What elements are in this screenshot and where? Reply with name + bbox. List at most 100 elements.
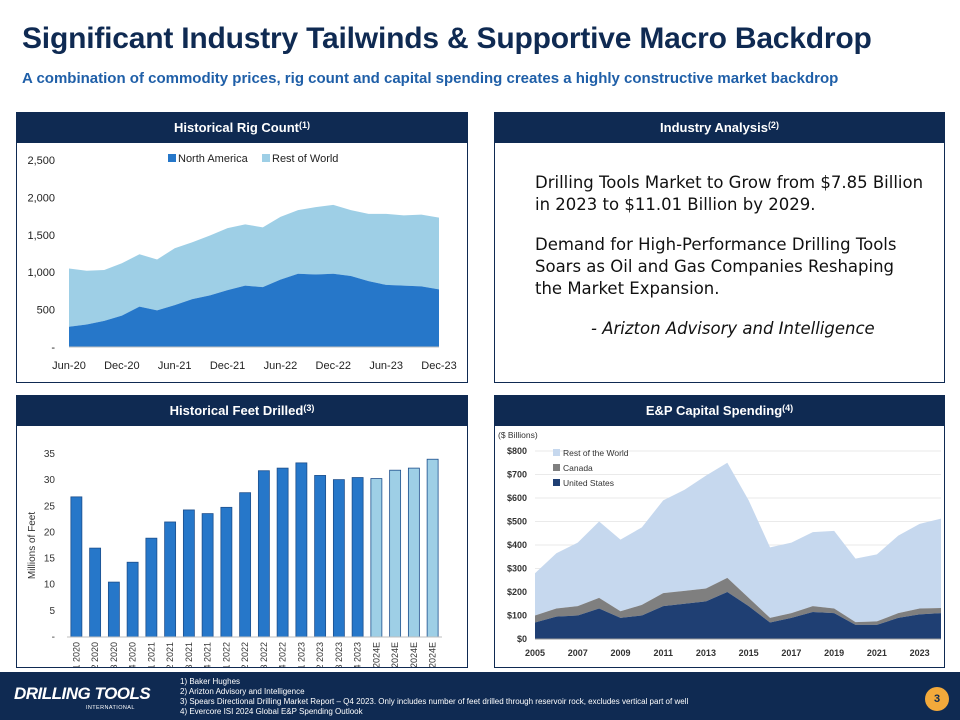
- footnote-1: 1) Baker Hughes: [180, 677, 241, 686]
- bar: [107, 581, 120, 638]
- y-tick-label: $300: [507, 564, 527, 574]
- footnote-2: 2) Arizton Advisory and Intelligence: [180, 687, 305, 696]
- x-tick-label: 2005: [525, 648, 545, 658]
- bar: [182, 509, 195, 638]
- series-rest-of-world-area: [69, 204, 439, 327]
- y-tick-label: $200: [507, 587, 527, 597]
- y-tick-label: 5: [49, 606, 55, 617]
- bar: [145, 537, 158, 638]
- x-tick-label: Dec-22: [316, 360, 351, 372]
- rig-count-footnote: (1): [298, 120, 310, 130]
- legend-label: United States: [563, 478, 614, 488]
- bar: [220, 506, 233, 638]
- x-tick-label: Dec-20: [104, 360, 139, 372]
- x-tick-label: Q4 2024E: [428, 642, 438, 667]
- y-tick-label: 35: [44, 449, 56, 460]
- bar: [351, 477, 364, 638]
- y-tick-label: 2,500: [27, 155, 55, 167]
- x-tick-label: Q1 2023: [296, 642, 306, 667]
- feet-drilled-footnote: (3): [303, 403, 315, 413]
- series-united-states-area: [535, 592, 941, 639]
- bar: [407, 467, 420, 638]
- y-tick-label: -: [51, 342, 55, 354]
- series-north-america-area: [69, 273, 439, 347]
- x-tick-label: Q2 2024E: [390, 642, 400, 667]
- x-tick-label: Q2 2020: [90, 642, 100, 667]
- y-tick-label: 500: [37, 305, 55, 317]
- x-tick-label: 2017: [781, 648, 801, 658]
- y-tick-label: $700: [507, 470, 527, 480]
- x-tick-label: 2007: [568, 648, 588, 658]
- x-tick-label: 2013: [696, 648, 716, 658]
- bar: [70, 496, 83, 638]
- series-rest-of-world-area: [535, 462, 941, 623]
- series-canada-area: [535, 577, 941, 625]
- market-growth-text: Drilling Tools Market to Grow from $7.85…: [535, 173, 924, 214]
- x-tick-label: 2011: [653, 648, 673, 658]
- bar: [295, 462, 308, 638]
- legend-swatch: [262, 154, 270, 162]
- bar: [201, 513, 214, 638]
- x-tick-label: Q4 2021: [203, 642, 213, 667]
- bar: [257, 470, 270, 638]
- x-tick-label: 2019: [824, 648, 844, 658]
- rig-count-chart: - 500 1,000 1,500 2,000 2,500 Jun-20 Dec-20 Jun-…: [27, 153, 456, 372]
- x-tick-label: Q1 2020: [71, 642, 81, 667]
- x-tick-label: Q2 2021: [165, 642, 175, 667]
- y-tick-label: 25: [44, 501, 56, 512]
- x-tick-label: Dec-21: [210, 360, 245, 372]
- x-tick-label: Q1 2022: [221, 642, 231, 667]
- y-tick-label: -: [52, 632, 55, 643]
- x-tick-label: 2015: [739, 648, 759, 658]
- capital-spending-chart: $0 $100 $200 $300 $400 $500 $600 $700 $800 2005 20…: [498, 430, 941, 658]
- page-subtitle: A combination of commodity prices, rig c…: [22, 70, 839, 87]
- x-tick-label: Q1 2021: [146, 642, 156, 667]
- capital-spending-heading-text: E&P Capital Spending: [645, 403, 783, 418]
- x-tick-label: 2009: [610, 648, 630, 658]
- bar: [239, 492, 252, 638]
- x-tick-label: Jun-22: [264, 360, 298, 372]
- x-tick-label: Q4 2023: [353, 642, 363, 667]
- x-tick-label: Jun-23: [369, 360, 403, 372]
- rig-count-panel: Historical Rig Count(1) - 500 1,000 1,500 2,…: [16, 112, 468, 383]
- x-tick-label: Q3 2024E: [409, 642, 419, 667]
- y-tick-label: 1,500: [27, 230, 55, 242]
- industry-quote: Drilling Tools Market to Grow from $7.85…: [535, 172, 925, 340]
- x-tick-label: Dec-23: [421, 360, 456, 372]
- bar: [370, 478, 383, 638]
- feet-drilled-panel: Historical Feet Drilled(3) Q1 2020 Q2 202…: [16, 395, 468, 668]
- y-tick-label: $400: [507, 540, 527, 550]
- y-tick-label: 10: [44, 580, 56, 591]
- y-tick-label: 15: [44, 554, 56, 565]
- y-tick-label: $0: [517, 634, 527, 644]
- bar: [164, 521, 177, 638]
- x-tick-label: 2021: [867, 648, 887, 658]
- industry-analysis-heading-text: Industry Analysis: [660, 120, 768, 135]
- y-tick-label: 20: [44, 527, 56, 538]
- y-tick-label: $500: [507, 517, 527, 527]
- page-number-badge: 3: [925, 687, 949, 711]
- capital-spending-heading: E&P Capital Spending(4): [495, 396, 944, 426]
- company-logo-subtitle: INTERNATIONAL: [86, 705, 135, 711]
- y-tick-label: 30: [44, 475, 56, 486]
- x-tick-label: 2023: [910, 648, 930, 658]
- x-tick-label: Q4 2022: [278, 642, 288, 667]
- x-tick-label: Q2 2022: [240, 642, 250, 667]
- rig-count-heading-text: Historical Rig Count: [174, 120, 299, 135]
- x-tick-label: Q3 2020: [109, 642, 119, 667]
- y-tick-label: 1,000: [27, 267, 55, 279]
- x-tick-label: Q3 2021: [184, 642, 194, 667]
- capital-spending-panel: E&P Capital Spending(4) $0 $100 $200 $300 $4…: [494, 395, 945, 668]
- footer-bar: DRILLING TOOLS INTERNATIONAL: [0, 672, 960, 720]
- x-tick-label: Jun-21: [158, 360, 192, 372]
- feet-drilled-heading-text: Historical Feet Drilled: [169, 403, 304, 418]
- x-tick-label: Q3 2023: [334, 642, 344, 667]
- legend-swatch: [553, 479, 560, 486]
- legend-label: Rest of the World: [563, 448, 629, 458]
- capital-spending-footnote: (4): [782, 403, 794, 413]
- x-tick-label: Q1 2024E: [371, 642, 381, 667]
- legend-swatch: [168, 154, 176, 162]
- bar: [332, 479, 345, 638]
- legend-swatch: [553, 449, 560, 456]
- bar: [389, 469, 402, 638]
